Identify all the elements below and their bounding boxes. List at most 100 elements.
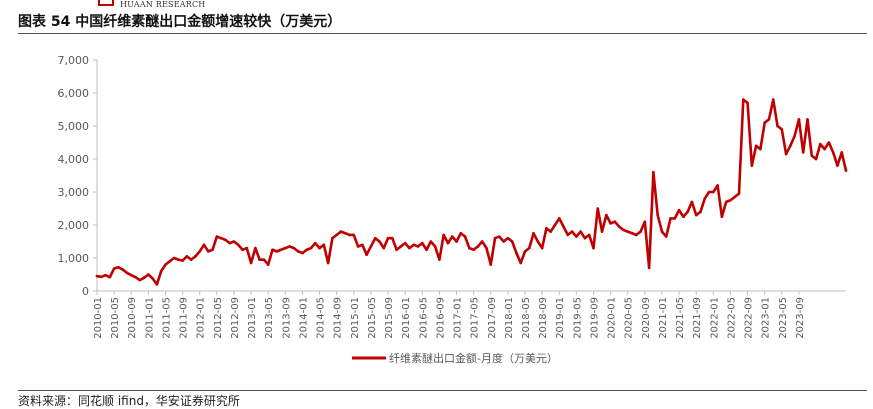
data-point xyxy=(480,240,484,243)
data-point xyxy=(266,263,270,266)
data-point xyxy=(429,240,433,243)
data-point xyxy=(459,231,463,235)
data-point xyxy=(112,267,116,270)
x-tick-label: 2018-01 xyxy=(504,297,515,339)
data-point xyxy=(142,276,146,280)
data-point xyxy=(613,220,617,223)
data-point xyxy=(138,278,142,282)
data-point xyxy=(656,213,659,217)
data-point xyxy=(652,170,655,174)
data-point xyxy=(339,230,343,233)
x-tick-label: 2019-05 xyxy=(572,297,583,339)
data-point xyxy=(673,217,677,220)
data-point xyxy=(733,195,737,199)
data-point xyxy=(151,277,154,280)
data-point xyxy=(416,245,420,248)
x-tick-label: 2019-01 xyxy=(555,297,566,339)
data-point xyxy=(827,141,831,144)
data-point xyxy=(241,248,244,252)
x-tick-label: 2013-05 xyxy=(264,297,275,339)
data-point xyxy=(789,144,792,148)
data-point xyxy=(690,200,694,204)
x-tick-label: 2010-09 xyxy=(127,297,138,339)
y-tick-label: 3,000 xyxy=(58,186,90,199)
data-point xyxy=(399,245,403,248)
data-point xyxy=(185,255,189,258)
data-point xyxy=(279,248,283,252)
x-tick-label: 2018-09 xyxy=(538,297,549,339)
data-point xyxy=(506,236,510,240)
data-point xyxy=(703,197,707,200)
data-point xyxy=(540,246,544,250)
data-point xyxy=(228,241,231,245)
data-point xyxy=(348,233,351,237)
x-tick-label: 2014-05 xyxy=(316,297,327,339)
data-point xyxy=(236,243,240,247)
data-point xyxy=(129,273,133,277)
data-point xyxy=(361,243,364,247)
data-point xyxy=(108,275,112,279)
x-tick-label: 2010-05 xyxy=(110,297,121,339)
data-point xyxy=(258,258,261,261)
y-tick-label: 6,000 xyxy=(58,87,90,100)
x-tick-label: 2023-01 xyxy=(761,297,772,339)
brand-name: HUAAN RESEARCH xyxy=(120,0,206,9)
data-point xyxy=(545,227,548,230)
data-point xyxy=(408,246,411,250)
x-tick-label: 2021-09 xyxy=(692,297,703,339)
data-point xyxy=(262,258,266,261)
data-point xyxy=(313,241,317,245)
data-point xyxy=(403,241,407,245)
x-tick-label: 2015-05 xyxy=(367,297,378,339)
data-point xyxy=(699,210,702,214)
data-point xyxy=(669,217,672,220)
data-point xyxy=(626,230,630,233)
data-point xyxy=(587,233,591,237)
data-point xyxy=(592,246,595,250)
data-point xyxy=(844,169,848,172)
data-point xyxy=(660,230,664,233)
data-point xyxy=(373,236,377,240)
data-point xyxy=(737,192,741,195)
data-point xyxy=(801,151,805,154)
data-point xyxy=(476,245,480,248)
data-point xyxy=(682,215,685,219)
data-point xyxy=(271,248,274,252)
x-tick-label: 2012-01 xyxy=(196,297,207,339)
data-point xyxy=(622,228,625,232)
data-point xyxy=(386,236,390,240)
data-point xyxy=(600,230,604,233)
data-point xyxy=(549,230,552,233)
y-tick-label: 2,000 xyxy=(58,219,90,232)
data-point xyxy=(181,259,184,262)
x-tick-label: 2022-09 xyxy=(744,297,755,339)
data-point xyxy=(562,225,565,228)
x-tick-label: 2015-01 xyxy=(350,297,361,339)
line-chart: 0 1,000 2,000 3,000 4,000 5,000 6,000 7,000 201… xyxy=(58,54,848,365)
y-tick-label: 0 xyxy=(82,285,89,298)
data-point xyxy=(532,231,535,235)
data-point xyxy=(164,263,167,266)
data-point xyxy=(523,250,527,253)
data-point xyxy=(365,253,368,256)
data-point xyxy=(831,151,835,154)
legend: 纤维素醚出口金额-月度（万美元） xyxy=(352,351,558,365)
data-point xyxy=(724,200,728,204)
data-point xyxy=(99,275,103,279)
data-point xyxy=(189,258,193,261)
data-point xyxy=(553,223,557,227)
x-tick-label: 2014-01 xyxy=(298,297,309,339)
data-point xyxy=(498,235,501,238)
y-tick-label: 7,000 xyxy=(58,54,90,67)
x-tick-label: 2012-09 xyxy=(230,297,241,339)
data-point xyxy=(750,164,754,167)
x-tick-label: 2020-01 xyxy=(607,297,618,339)
data-point xyxy=(776,124,779,128)
data-point xyxy=(382,246,386,250)
data-point xyxy=(463,235,467,238)
data-point xyxy=(211,248,214,252)
x-tick-label: 2022-05 xyxy=(726,297,737,339)
data-point xyxy=(104,273,107,277)
data-point xyxy=(438,258,441,261)
data-point xyxy=(617,225,621,228)
